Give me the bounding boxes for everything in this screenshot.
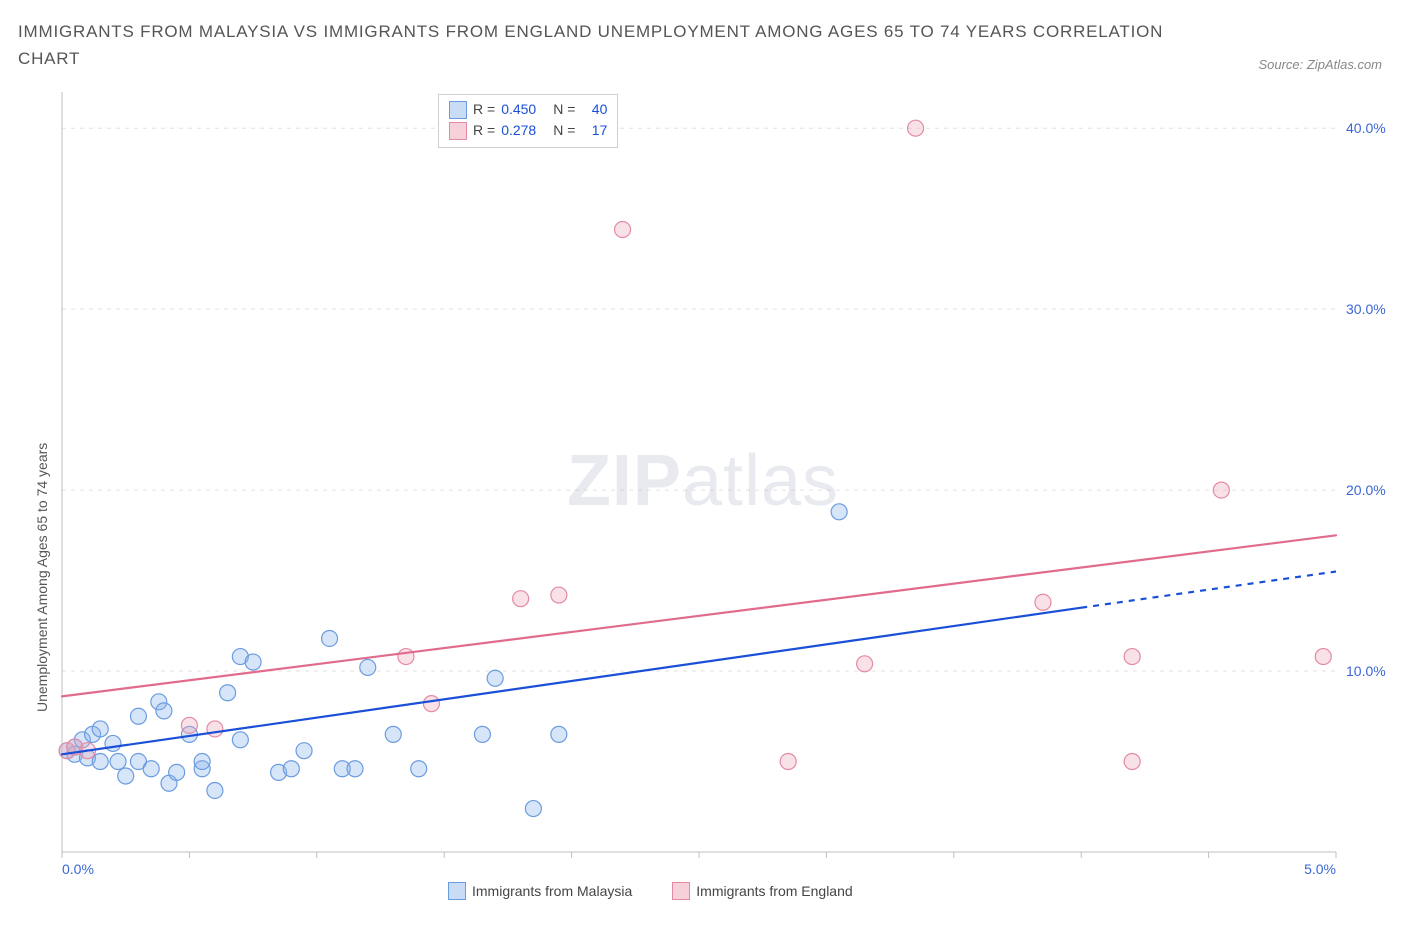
source-label: Source: ZipAtlas.com <box>1258 57 1382 72</box>
svg-text:5.0%: 5.0% <box>1304 861 1336 877</box>
legend-swatch <box>672 882 690 900</box>
legend-swatch <box>449 122 467 140</box>
chart-container: Unemployment Among Ages 65 to 74 years 0… <box>18 92 1388 902</box>
svg-text:20.0%: 20.0% <box>1346 482 1386 498</box>
legend-label: Immigrants from England <box>696 883 852 899</box>
r-label: R = <box>473 99 495 120</box>
r-label: R = <box>473 120 495 141</box>
legend-swatch <box>449 101 467 119</box>
scatter-chart: 0.0% 5.0% 10.0% 20.0% 30.0% 40.0% <box>18 92 1388 902</box>
r-value: 0.450 <box>501 99 547 120</box>
n-value: 17 <box>581 120 607 141</box>
legend-swatch <box>448 882 466 900</box>
svg-text:0.0%: 0.0% <box>62 861 94 877</box>
svg-text:40.0%: 40.0% <box>1346 120 1386 136</box>
y-axis-label: Unemployment Among Ages 65 to 74 years <box>34 443 50 712</box>
legend-label: Immigrants from Malaysia <box>472 883 632 899</box>
chart-title: IMMIGRANTS FROM MALAYSIA VS IMMIGRANTS F… <box>18 18 1168 72</box>
r-value: 0.278 <box>501 120 547 141</box>
series-legend: Immigrants from Malaysia Immigrants from … <box>448 882 853 900</box>
n-value: 40 <box>581 99 607 120</box>
correlation-legend: R = 0.450 N = 40 R = 0.278 N = 17 <box>438 94 618 148</box>
svg-text:30.0%: 30.0% <box>1346 301 1386 317</box>
n-label: N = <box>553 99 575 120</box>
n-label: N = <box>553 120 575 141</box>
svg-text:10.0%: 10.0% <box>1346 663 1386 679</box>
correlation-row: R = 0.278 N = 17 <box>449 120 607 141</box>
legend-item: Immigrants from England <box>672 882 852 900</box>
legend-item: Immigrants from Malaysia <box>448 882 632 900</box>
correlation-row: R = 0.450 N = 40 <box>449 99 607 120</box>
